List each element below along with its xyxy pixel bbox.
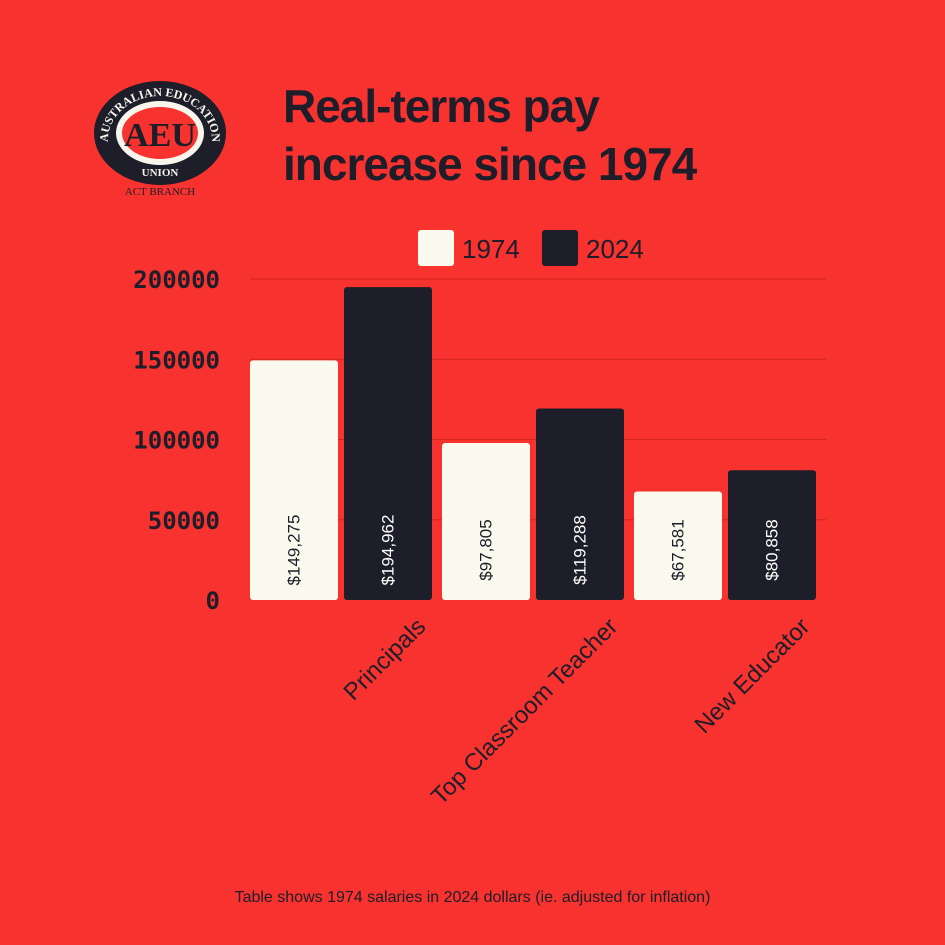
bar-1974-1 xyxy=(442,443,530,600)
logo-acronym: AEU xyxy=(124,117,196,154)
bar-2024-1 xyxy=(536,408,624,600)
bar-value-label: $80,858 xyxy=(763,519,782,580)
y-tick-label: 0 xyxy=(206,587,220,615)
bar-2024-0 xyxy=(344,287,432,600)
logo-union-text: UNION xyxy=(142,167,179,179)
logo-branch-text: ACT BRANCH xyxy=(125,186,195,198)
x-category-label: Principals xyxy=(339,613,432,706)
y-tick-label: 50000 xyxy=(148,507,220,535)
bar-1974-0 xyxy=(250,360,338,600)
bar-value-label: $67,581 xyxy=(669,519,688,580)
y-tick-label: 100000 xyxy=(133,427,220,455)
bar-1974-2 xyxy=(634,491,722,600)
x-category-label: New Educator xyxy=(690,613,816,739)
bar-value-label: $149,275 xyxy=(285,515,304,586)
legend-label: 2024 xyxy=(586,234,644,264)
legend-swatch-1974 xyxy=(418,230,454,266)
x-category-label: Top Classroom Teacher xyxy=(426,613,623,810)
chart-title-line-2: increase since 1974 xyxy=(283,138,697,190)
bar-value-label: $97,805 xyxy=(477,519,496,580)
legend-swatch-2024 xyxy=(542,230,578,266)
aeu-logo: AUSTRALIAN EDUCATION AEU UNION ACT BRANC… xyxy=(94,81,226,198)
logo-center xyxy=(122,107,198,159)
bar-value-label: $194,962 xyxy=(379,515,398,586)
footnote: Table shows 1974 salaries in 2024 dollar… xyxy=(234,889,711,906)
legend-label: 1974 xyxy=(462,234,520,264)
chart-title-line-1: Real-terms pay xyxy=(283,80,600,132)
bar-value-label: $119,288 xyxy=(571,515,590,585)
y-tick-label: 200000 xyxy=(133,266,220,294)
y-tick-label: 150000 xyxy=(133,346,220,374)
bar-2024-2 xyxy=(728,470,816,600)
